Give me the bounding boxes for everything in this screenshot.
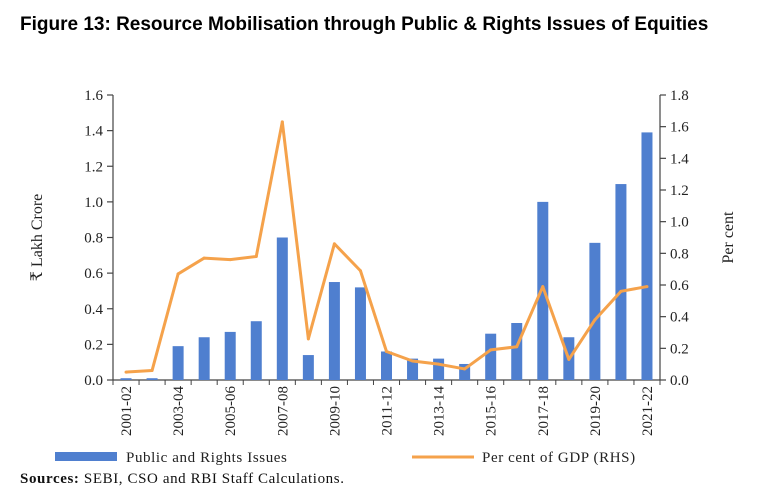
bar-series — [121, 132, 653, 380]
x-tick-label: 2009-10 — [327, 386, 343, 436]
bar — [485, 334, 496, 380]
line-point — [307, 337, 310, 340]
x-tick-label: 2007-08 — [275, 386, 291, 436]
y-tick-label-left: 0.8 — [84, 231, 103, 247]
bar — [251, 321, 262, 380]
sources-note: Sources: SEBI, CSO and RBI Staff Calcula… — [20, 471, 345, 488]
sources-text: SEBI, CSO and RBI Staff Calculations. — [84, 471, 345, 487]
y-tick-label-left: 0.0 — [84, 373, 103, 389]
y-tick-label-right: 0.8 — [670, 246, 689, 262]
bar — [329, 282, 340, 380]
bar — [277, 238, 288, 381]
x-tick-label: 2013-14 — [432, 386, 448, 436]
axes: 0.0 0.2 0.4 0.6 0.8 1.0 1.2 1.4 1.6 0.0 0.2 0.4 0.6 0… — [29, 88, 737, 436]
y-tick-label-right: 1.8 — [670, 88, 689, 104]
y-tick-label-right: 1.0 — [670, 215, 689, 231]
bar — [225, 332, 236, 380]
x-tick-label: 2005-06 — [223, 386, 239, 436]
x-tick-label: 2015-16 — [484, 386, 500, 436]
x-tick-label: 2021-22 — [640, 386, 656, 436]
line-point — [151, 369, 154, 372]
bar — [303, 355, 314, 380]
line-point — [359, 269, 362, 272]
y-tick-label-right: 1.6 — [670, 120, 689, 136]
y-tick-label-right: 0.6 — [670, 278, 689, 294]
y-tick-label-left: 1.0 — [84, 195, 103, 211]
line-point — [333, 242, 336, 245]
bar — [615, 184, 626, 380]
gdp-line — [126, 122, 647, 372]
x-tick-label: 2003-04 — [171, 386, 187, 436]
line-point — [281, 120, 284, 123]
y-tick-label-left: 0.4 — [84, 302, 103, 318]
y-tick-label-left: 1.2 — [84, 159, 103, 175]
line-point — [437, 363, 440, 366]
y-tick-label-left: 0.6 — [84, 266, 103, 282]
bar — [641, 132, 652, 380]
bar — [589, 243, 600, 380]
line-point — [255, 255, 258, 258]
x-tick-label: 2017-18 — [536, 386, 552, 436]
bar — [355, 287, 366, 380]
x-tick-label: 2019-20 — [588, 386, 604, 436]
legend-label-line: Per cent of GDP (RHS) — [482, 450, 636, 466]
line-point — [593, 318, 596, 321]
bar — [121, 378, 132, 380]
x-tick-label: 2011-12 — [380, 386, 396, 435]
legend-label-bars: Public and Rights Issues — [126, 450, 288, 466]
y-tick-label-left: 1.4 — [84, 124, 103, 140]
bar — [147, 378, 158, 380]
x-tick-label: 2001-02 — [119, 386, 135, 436]
y-axis-title-left: ₹ Lakh Crore — [29, 194, 46, 281]
line-point — [645, 285, 648, 288]
y-axis-title-right: Per cent — [720, 211, 737, 264]
line-point — [541, 285, 544, 288]
bar — [173, 346, 184, 380]
y-tick-label-right: 1.4 — [670, 151, 689, 167]
bar — [511, 323, 522, 380]
line-point — [229, 258, 232, 261]
bar — [381, 352, 392, 381]
y-tick-label-left: 1.6 — [84, 88, 103, 104]
line-point — [411, 360, 414, 363]
chart: 0.0 0.2 0.4 0.6 0.8 1.0 1.2 1.4 1.6 0.0 0.2 0.4 0.6 0… — [0, 0, 757, 500]
line-point — [203, 257, 206, 260]
line-point — [463, 367, 466, 370]
legend: Public and Rights Issues Per cent of GDP … — [55, 450, 636, 466]
y-tick-label-left: 0.2 — [84, 337, 103, 353]
line-point — [515, 345, 518, 348]
sources-label: Sources: — [20, 471, 80, 487]
line-point — [125, 371, 128, 374]
line-series — [125, 120, 649, 373]
bar — [199, 337, 210, 380]
y-tick-label-right: 0.4 — [670, 310, 689, 326]
bar — [433, 359, 444, 380]
y-tick-label-right: 0.2 — [670, 341, 689, 357]
legend-swatch-bars — [55, 452, 117, 461]
y-tick-label-right: 1.2 — [670, 183, 689, 199]
line-point — [385, 350, 388, 353]
line-point — [177, 272, 180, 275]
line-point — [489, 348, 492, 351]
y-tick-label-right: 0.0 — [670, 373, 689, 389]
line-point — [567, 358, 570, 361]
line-point — [619, 290, 622, 293]
